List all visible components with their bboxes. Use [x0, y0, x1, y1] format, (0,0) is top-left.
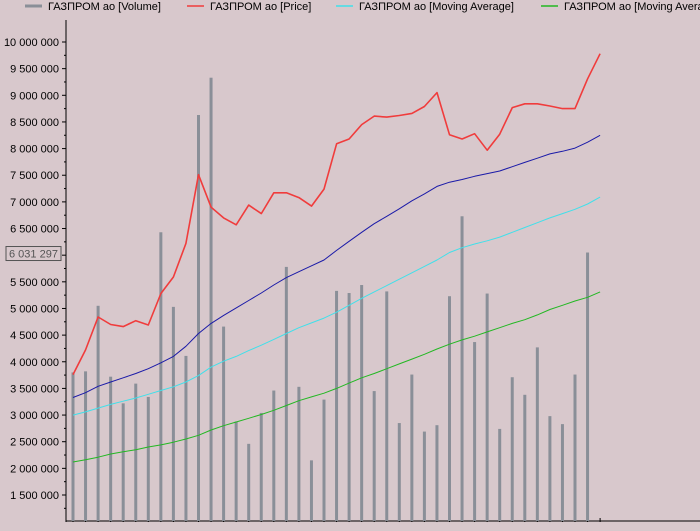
volume-bar-9	[184, 355, 188, 521]
legend: ГАЗПРОМ ао [Volume] ГАЗПРОМ ао [Price] ГАЗ…	[25, 1, 700, 13]
y-tick-label-5: 7 500 000	[10, 170, 59, 182]
volume-bar-17	[284, 266, 288, 521]
volume-bar-31	[460, 216, 464, 521]
volume-bar-22	[347, 293, 351, 521]
y-tick-label-1: 9 500 000	[10, 64, 59, 76]
y-tick-label-4: 8 000 000	[10, 144, 59, 156]
volume-bar-4	[121, 403, 125, 521]
volume-bar-38	[548, 416, 552, 521]
volume-bar-1	[84, 371, 88, 521]
volume-bar-16	[272, 390, 276, 521]
y-tick-label-7: 6 500 000	[10, 224, 59, 236]
volume-bar-5	[134, 383, 138, 521]
y-axis-ticks: 10 000 000 9 500 000 9 000 000 8 500 000 8 0…	[4, 37, 66, 509]
price-line	[72, 53, 601, 375]
y-tick-label-9: 5 500 000	[10, 277, 59, 289]
volume-bar-37	[535, 347, 539, 521]
volume-bar-25	[385, 291, 389, 521]
volume-bar-34	[498, 428, 502, 521]
moving-average-blue-line	[72, 134, 601, 398]
volume-bar-28	[422, 431, 426, 521]
y-tick-label-12: 4 000 000	[10, 357, 59, 369]
volume-bar-8	[171, 306, 175, 521]
volume-bar-14	[247, 443, 251, 521]
y-tick-label-2: 9 000 000	[10, 90, 59, 102]
y-tick-label-14: 3 000 000	[10, 410, 59, 422]
y-tick-label-16: 2 000 000	[10, 463, 59, 475]
volume-bar-11	[209, 77, 213, 521]
y-tick-label-0: 10 000 000	[4, 37, 59, 49]
volume-bar-18	[297, 386, 301, 521]
moving-average-green-line	[72, 291, 601, 463]
volume-bar-24	[372, 391, 376, 521]
volume-bar-7	[159, 232, 163, 521]
series-lines	[72, 53, 601, 463]
crosshair-label: 6 031 297	[5, 246, 62, 262]
volume-bar-29	[435, 425, 439, 521]
y-tick-label-11: 4 500 000	[10, 330, 59, 342]
volume-bar-20	[322, 399, 326, 521]
legend-label-3: ГАЗПРОМ ао [Moving Average]	[564, 1, 700, 13]
volume-bar-2	[96, 305, 100, 521]
crosshair-box	[5, 246, 62, 262]
volume-bar-27	[410, 374, 414, 521]
y-tick-label-6: 7 000 000	[10, 197, 59, 209]
volume-bar-40	[573, 374, 577, 521]
legend-label-0: ГАЗПРОМ ао [Volume]	[48, 1, 161, 13]
volume-bars	[71, 77, 590, 521]
volume-bar-32	[473, 342, 477, 521]
y-tick-label-15: 2 500 000	[10, 437, 59, 449]
volume-bar-6	[146, 396, 150, 521]
y-tick-label-3: 8 500 000	[10, 117, 59, 129]
volume-bar-21	[335, 290, 339, 521]
volume-bar-23	[360, 285, 364, 521]
volume-bar-3	[109, 376, 113, 521]
y-tick-label-10: 5 000 000	[10, 303, 59, 315]
y-tick-label-13: 3 500 000	[10, 383, 59, 395]
volume-bar-26	[397, 423, 401, 521]
volume-bar-0	[71, 372, 75, 521]
volume-bar-19	[309, 460, 313, 521]
volume-bar-12	[222, 326, 226, 521]
y-tick-label-17: 1 500 000	[10, 490, 59, 502]
volume-bar-10	[197, 115, 200, 521]
volume-bar-30	[448, 296, 451, 521]
volume-bar-36	[523, 394, 527, 521]
volume-bar-41	[586, 252, 590, 521]
volume-bar-15	[259, 412, 263, 521]
crosshair-value: 6 031 297	[9, 249, 58, 261]
volume-bar-33	[485, 293, 489, 521]
volume-bar-39	[560, 424, 564, 521]
legend-label-2: ГАЗПРОМ ао [Moving Average]	[359, 1, 514, 13]
volume-bar-35	[510, 377, 514, 521]
legend-label-1: ГАЗПРОМ ао [Price]	[210, 1, 311, 13]
volume-bar-13	[234, 421, 238, 521]
moving-average-cyan-line	[72, 196, 601, 416]
